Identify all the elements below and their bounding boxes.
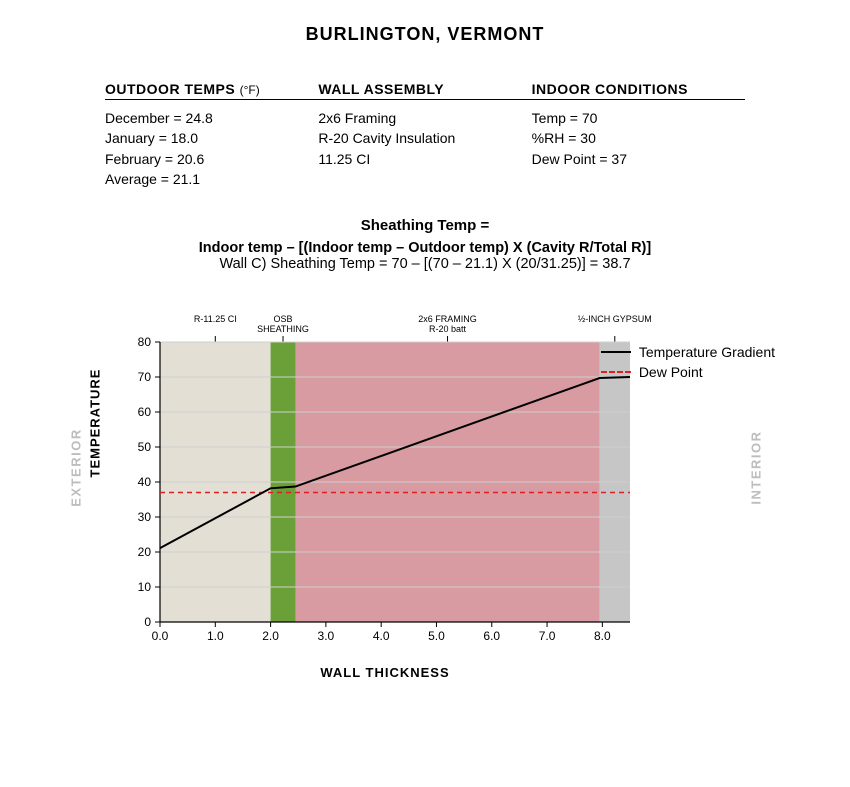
x-tick-label: 3.0 bbox=[318, 629, 335, 643]
page-title: BURLINGTON, VERMONT bbox=[0, 0, 850, 45]
x-axis-title: WALL THICKNESS bbox=[25, 665, 745, 680]
outdoor-jan: January = 18.0 bbox=[105, 128, 318, 148]
indoor-dew: Dew Point = 37 bbox=[532, 149, 745, 169]
y-tick-label: 0 bbox=[144, 615, 151, 629]
x-tick-label: 5.0 bbox=[428, 629, 445, 643]
x-tick-label: 1.0 bbox=[207, 629, 224, 643]
legend-dew: Dew Point bbox=[601, 364, 775, 380]
y-tick-label: 70 bbox=[138, 370, 152, 384]
wall-header: WALL ASSEMBLY bbox=[318, 81, 444, 103]
band-label: OSB bbox=[274, 314, 293, 324]
indoor-header: INDOOR CONDITIONS bbox=[532, 81, 688, 103]
formula-line2: Wall C) Sheathing Temp = 70 – [(70 – 21.… bbox=[0, 256, 850, 272]
y-tick-label: 80 bbox=[138, 335, 152, 349]
indoor-rh: %RH = 30 bbox=[532, 128, 745, 148]
x-tick-label: 0.0 bbox=[152, 629, 169, 643]
wall-a: 2x6 Framing bbox=[318, 108, 531, 128]
x-tick-label: 4.0 bbox=[373, 629, 390, 643]
y-tick-label: 40 bbox=[138, 475, 152, 489]
y-tick-label: 50 bbox=[138, 440, 152, 454]
wall-c: 11.25 CI bbox=[318, 149, 531, 169]
legend-swatch-gradient bbox=[601, 351, 631, 353]
y-tick-label: 60 bbox=[138, 405, 152, 419]
formula-title: Sheathing Temp = bbox=[0, 217, 850, 234]
info-table: OUTDOOR TEMPS (°F) WALL ASSEMBLY INDOOR … bbox=[105, 81, 745, 108]
exterior-label: EXTERIOR bbox=[69, 428, 84, 506]
legend-label-gradient: Temperature Gradient bbox=[639, 344, 775, 360]
legend-label-dew: Dew Point bbox=[639, 364, 703, 380]
chart-area: EXTERIOR INTERIOR TEMPERATURE R-11.25 CI… bbox=[65, 300, 785, 680]
legend-swatch-dew bbox=[601, 371, 631, 373]
svg-text:SHEATHING: SHEATHING bbox=[257, 324, 309, 334]
outdoor-header: OUTDOOR TEMPS bbox=[105, 81, 235, 103]
x-tick-label: 2.0 bbox=[262, 629, 279, 643]
outdoor-avg: Average = 21.1 bbox=[105, 169, 318, 189]
y-axis-title: TEMPERATURE bbox=[88, 369, 103, 478]
outdoor-feb: February = 20.6 bbox=[105, 149, 318, 169]
legend: Temperature Gradient Dew Point bbox=[601, 344, 775, 384]
svg-text:R-20 batt: R-20 batt bbox=[429, 324, 467, 334]
band-label: ½-INCH GYPSUM bbox=[578, 314, 652, 324]
outdoor-dec: December = 24.8 bbox=[105, 108, 318, 128]
formula-line1: Indoor temp – [(Indoor temp – Outdoor te… bbox=[0, 240, 850, 256]
y-tick-label: 10 bbox=[138, 580, 152, 594]
x-tick-label: 6.0 bbox=[483, 629, 500, 643]
y-tick-label: 30 bbox=[138, 510, 152, 524]
legend-gradient: Temperature Gradient bbox=[601, 344, 775, 360]
indoor-temp: Temp = 70 bbox=[532, 108, 745, 128]
x-tick-label: 7.0 bbox=[539, 629, 556, 643]
outdoor-unit: (°F) bbox=[240, 83, 260, 97]
formula-block: Sheathing Temp = Indoor temp – [(Indoor … bbox=[0, 217, 850, 272]
x-tick-label: 8.0 bbox=[594, 629, 611, 643]
band-label: R-11.25 CI bbox=[194, 314, 237, 324]
y-tick-label: 20 bbox=[138, 545, 152, 559]
wall-b: R-20 Cavity Insulation bbox=[318, 128, 531, 148]
band-label: 2x6 FRAMING bbox=[418, 314, 477, 324]
interior-label: INTERIOR bbox=[748, 431, 763, 505]
